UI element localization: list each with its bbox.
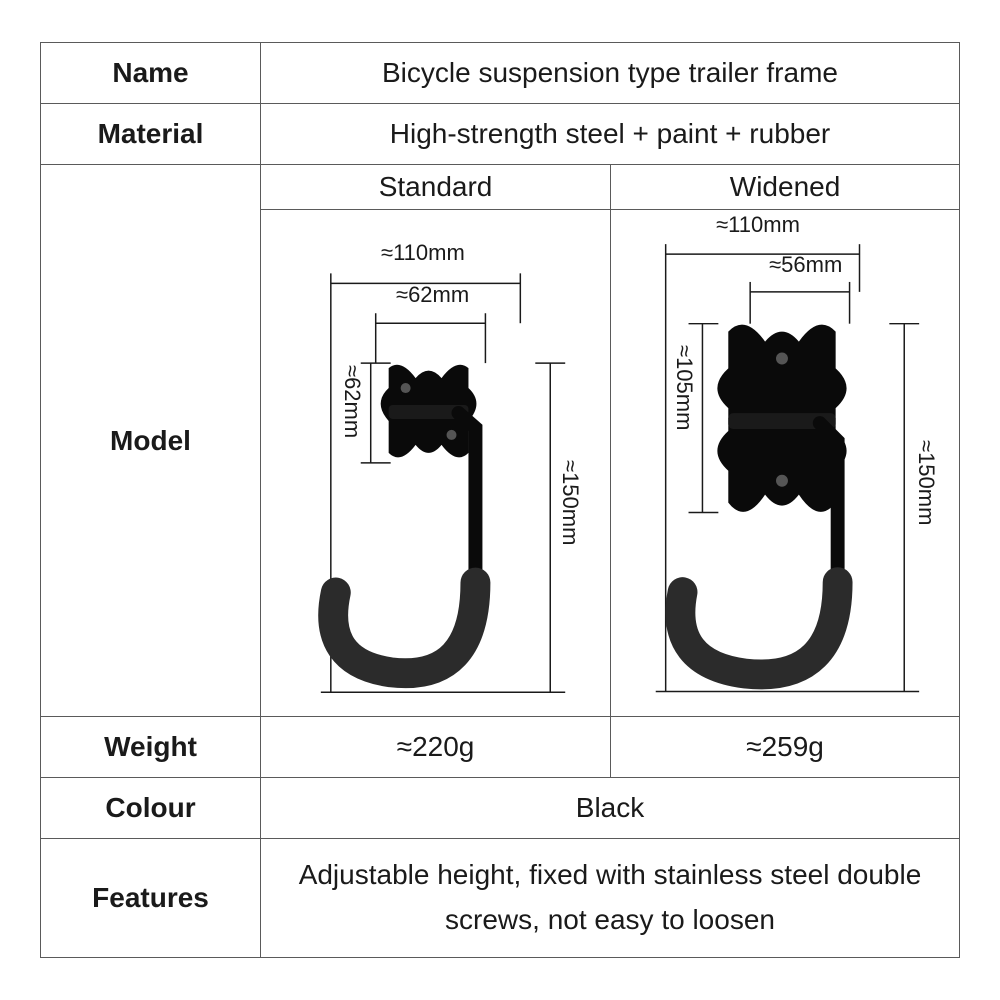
spec-table: Name Bicycle suspension type trailer fra… bbox=[40, 42, 960, 957]
header-widened: Widened bbox=[611, 165, 960, 210]
row-colour: Colour Black bbox=[41, 778, 960, 839]
label-name: Name bbox=[41, 43, 261, 104]
wid-outer-h: ≈150mm bbox=[913, 440, 939, 525]
row-name: Name Bicycle suspension type trailer fra… bbox=[41, 43, 960, 104]
label-model: Model bbox=[41, 165, 261, 717]
value-colour: Black bbox=[261, 778, 960, 839]
label-colour: Colour bbox=[41, 778, 261, 839]
label-weight: Weight bbox=[41, 717, 261, 778]
diagram-widened: ≈110mm ≈56mm ≈105mm ≈150mm bbox=[611, 210, 959, 716]
row-material: Material High-strength steel + paint + r… bbox=[41, 104, 960, 165]
diagram-standard-cell: ≈110mm ≈62mm ≈62mm ≈150mm bbox=[261, 210, 611, 717]
std-outer-h: ≈150mm bbox=[557, 460, 583, 545]
value-material: High-strength steel + paint + rubber bbox=[261, 104, 960, 165]
value-name: Bicycle suspension type trailer frame bbox=[261, 43, 960, 104]
value-features: Adjustable height, fixed with stainless … bbox=[261, 839, 960, 958]
widened-svg bbox=[611, 210, 959, 716]
std-inner-w: ≈62mm bbox=[396, 282, 469, 308]
wid-outer-w: ≈110mm bbox=[716, 212, 800, 238]
widened-hook-rubber-icon bbox=[681, 582, 838, 674]
label-features: Features bbox=[41, 839, 261, 958]
diagram-standard: ≈110mm ≈62mm ≈62mm ≈150mm bbox=[261, 210, 610, 716]
header-standard: Standard bbox=[261, 165, 611, 210]
row-weight: Weight ≈220g ≈259g bbox=[41, 717, 960, 778]
wid-inner-h: ≈105mm bbox=[671, 345, 697, 430]
standard-hook-rubber-icon bbox=[333, 583, 475, 674]
label-material: Material bbox=[41, 104, 261, 165]
row-model-header: Model Standard Widened bbox=[41, 165, 960, 210]
weight-standard: ≈220g bbox=[261, 717, 611, 778]
weight-widened: ≈259g bbox=[611, 717, 960, 778]
row-features: Features Adjustable height, fixed with s… bbox=[41, 839, 960, 958]
std-inner-h: ≈62mm bbox=[339, 365, 365, 438]
std-outer-w: ≈110mm bbox=[381, 240, 465, 266]
wid-inner-w: ≈56mm bbox=[769, 252, 842, 278]
diagram-widened-cell: ≈110mm ≈56mm ≈105mm ≈150mm bbox=[611, 210, 960, 717]
